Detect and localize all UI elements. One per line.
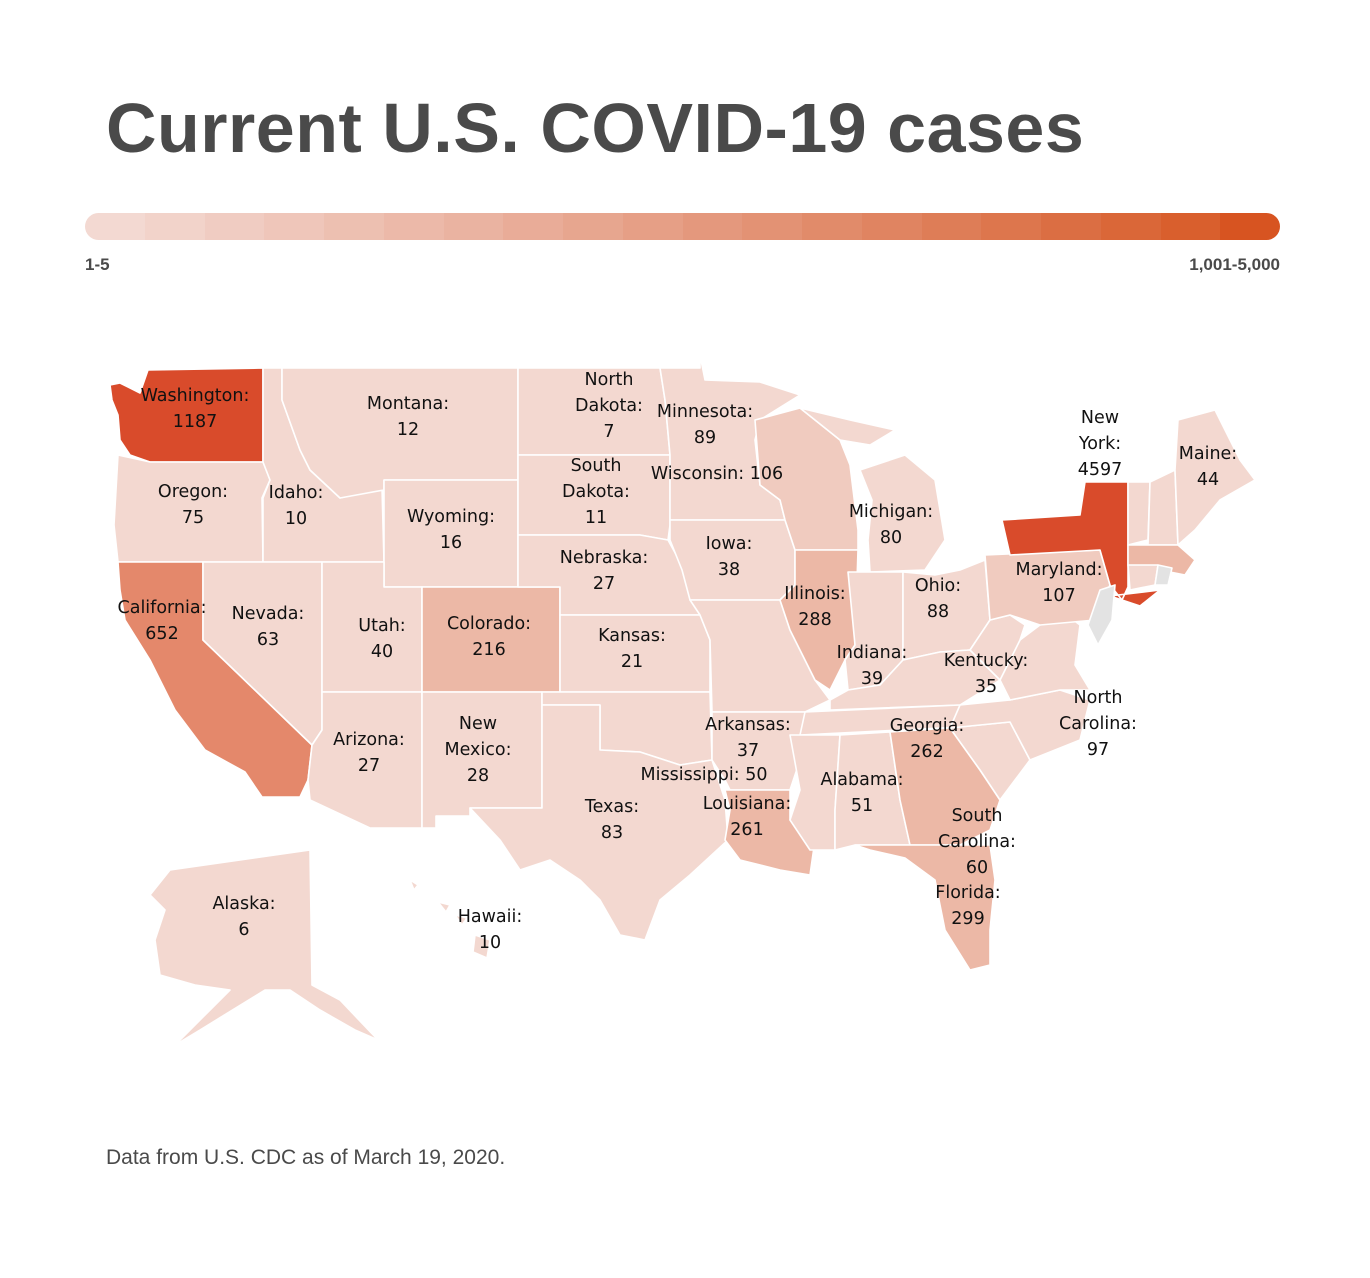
legend-segment — [921, 213, 982, 240]
state-rhode-island — [1154, 564, 1173, 586]
state-connecticut — [1127, 564, 1159, 591]
data-source-note: Data from U.S. CDC as of March 19, 2020. — [106, 1146, 506, 1169]
state-label-new-york: New York: 4597 — [1078, 408, 1123, 480]
state-label-arkansas: Arkansas: 37 — [705, 715, 791, 761]
state-label-florida: Florida: 299 — [935, 883, 1000, 929]
legend-segment — [1100, 213, 1161, 240]
legend-segment — [1041, 213, 1101, 240]
state-label-texas: Texas: 83 — [584, 797, 639, 843]
state-label-kentucky: Kentucky: 35 — [944, 651, 1029, 697]
state-louisiana — [724, 789, 816, 876]
state-hawaii — [409, 879, 491, 959]
state-label-idaho: Idaho: 10 — [269, 483, 324, 529]
state-new-hampshire — [1147, 469, 1179, 546]
legend-segment — [85, 213, 145, 240]
page-title: Current U.S. COVID-19 cases — [106, 89, 1085, 167]
state-label-hawaii: Hawaii: 10 — [458, 907, 523, 953]
state-label-wisconsin: Wisconsin: 106 — [651, 464, 783, 484]
legend-segment — [383, 213, 444, 240]
state-label-north-carolina: North Carolina: 97 — [1059, 688, 1137, 760]
state-label-colorado: Colorado: 216 — [447, 614, 531, 660]
legend-segment — [1220, 213, 1280, 240]
state-label-arizona: Arizona: 27 — [333, 730, 405, 776]
state-label-south-carolina: South Carolina: 60 — [938, 806, 1016, 878]
state-label-ohio: Ohio: 88 — [915, 576, 961, 622]
state-vermont — [1127, 481, 1151, 546]
state-label-oregon: Oregon: 75 — [158, 482, 228, 528]
state-label-new-mexico: New Mexico: 28 — [444, 714, 511, 786]
color-scale-legend — [85, 213, 1280, 240]
state-label-louisiana: Louisiana: 261 — [703, 794, 792, 840]
legend-segment — [981, 213, 1041, 240]
state-florida — [854, 844, 996, 971]
state-label-georgia: Georgia: 262 — [890, 716, 965, 762]
state-label-montana: Montana: 12 — [367, 394, 449, 440]
state-label-california: California: 652 — [118, 598, 207, 644]
state-label-iowa: Iowa: 38 — [706, 534, 753, 580]
state-label-nevada: Nevada: 63 — [232, 604, 305, 650]
legend-segment — [324, 213, 384, 240]
state-label-michigan: Michigan: 80 — [849, 502, 933, 548]
state-label-illinois: Illinois: 288 — [784, 584, 845, 630]
state-alaska — [149, 849, 379, 1046]
state-label-wyoming: Wyoming: 16 — [407, 507, 495, 553]
legend-segment — [443, 213, 504, 240]
state-label-south-dakota: South Dakota: 11 — [562, 456, 630, 528]
state-label-alabama: Alabama: 51 — [820, 770, 903, 816]
state-label-nebraska: Nebraska: 27 — [560, 548, 648, 594]
state-label-washington: Washington: 1187 — [141, 386, 250, 432]
state-virginia — [999, 609, 1091, 701]
state-label-maine: Maine: 44 — [1179, 444, 1237, 490]
legend-segment — [682, 213, 743, 240]
state-label-kansas: Kansas: 21 — [598, 626, 666, 672]
state-new-jersey — [1087, 584, 1116, 646]
legend-segment — [144, 213, 205, 240]
legend-segment — [1160, 213, 1221, 240]
state-label-minnesota: Minnesota: 89 — [657, 402, 753, 448]
legend-segment — [861, 213, 922, 240]
state-label-pennsylvania: Maryland: 107 — [1015, 560, 1102, 606]
state-label-north-dakota: North Dakota: 7 — [575, 370, 643, 442]
legend-max-label: 1,001-5,000 — [1189, 255, 1280, 274]
legend-segment — [204, 213, 265, 240]
state-oregon — [113, 454, 271, 563]
state-minnesota — [659, 354, 801, 521]
state-texas — [469, 704, 729, 941]
legend-segment — [563, 213, 623, 240]
state-label-utah: Utah: 40 — [358, 616, 405, 662]
legend-min-label: 1-5 — [85, 255, 110, 274]
legend-segment — [802, 213, 862, 240]
legend-segment — [742, 213, 802, 240]
state-label-indiana: Indiana: 39 — [837, 643, 908, 689]
state-new-york — [1001, 481, 1161, 607]
legend-segment — [264, 213, 324, 240]
state-michigan — [799, 407, 946, 573]
state-label-mississippi: Mississippi: 50 — [641, 765, 768, 785]
state-label-alaska: Alaska: 6 — [212, 894, 275, 940]
state-maine — [1174, 409, 1256, 546]
legend-segment — [622, 213, 683, 240]
legend-segment — [503, 213, 563, 240]
